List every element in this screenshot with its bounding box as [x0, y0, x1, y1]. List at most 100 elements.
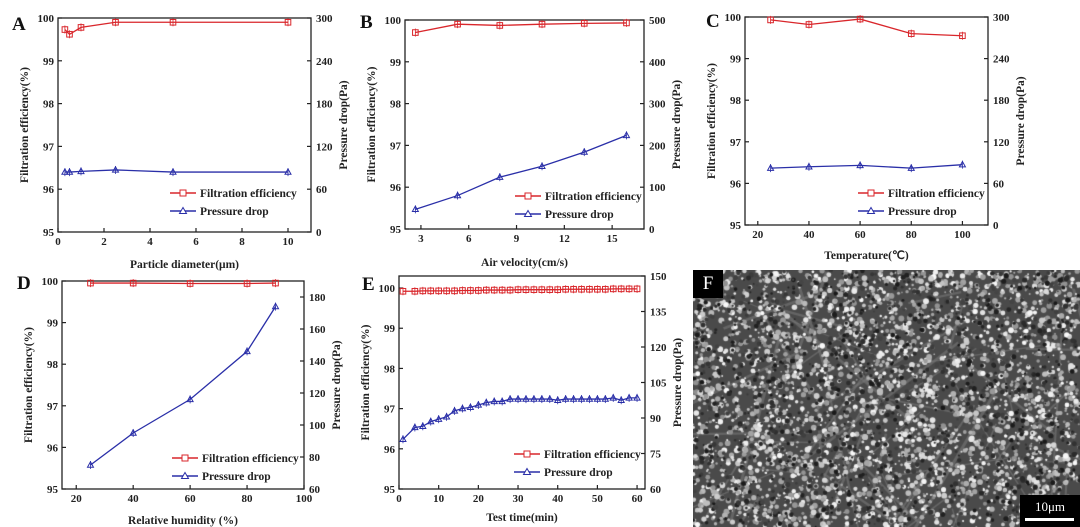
y2-tick-label: 300: [316, 13, 333, 25]
y-tick-label: 98: [384, 363, 396, 375]
legend-efficiency-label: Filtration efficiency: [545, 191, 642, 203]
y2-tick-label: 100: [649, 182, 666, 194]
y2-tick-label: 180: [993, 95, 1010, 107]
x-tick-label: 40: [128, 493, 140, 505]
legend-pressure-marker: [522, 467, 532, 475]
x-tick-label: 20: [473, 493, 485, 505]
sem-image-panel-f: F 10μm: [693, 270, 1080, 527]
y-tick-label: 96: [730, 178, 742, 190]
y2-tick-label: 0: [316, 227, 322, 239]
scale-bar-line: [1025, 518, 1074, 521]
y-tick-label: 97: [390, 140, 402, 152]
y2-tick-label: 500: [649, 15, 666, 27]
efficiency-line: [770, 18, 963, 37]
y2-tick-label: 60: [316, 184, 328, 196]
chart-panel-e: E 0 10 20 30 40 50 60 95 96 97 98 99 100 60 75 90 105 120 1…: [360, 271, 684, 524]
y-tick-label: 99: [47, 318, 59, 330]
sem-micrograph: [693, 270, 1080, 527]
legend-pressure-label: Pressure drop: [545, 209, 614, 221]
legend-efficiency-marker: [867, 189, 875, 197]
legend-efficiency-label: Filtration efficiency: [200, 188, 297, 200]
y-tick-label: 97: [43, 141, 55, 153]
x-tick-label: 3: [418, 233, 424, 245]
y2-tick-label: 100: [309, 420, 326, 432]
x-tick-label: 20: [71, 493, 83, 505]
plot-frame: [404, 19, 645, 230]
y-tick-label: 95: [730, 220, 742, 232]
y2-tick-label: 180: [316, 99, 333, 111]
y-tick-label: 95: [43, 227, 55, 239]
x-tick-label: 12: [559, 233, 571, 245]
y-tick-label: 95: [384, 484, 396, 496]
x-tick-label: 100: [296, 493, 313, 505]
y-tick-label: 97: [730, 137, 742, 149]
x-tick-label: 10: [283, 236, 295, 248]
y2-tick-label: 120: [316, 141, 333, 153]
legend-efficiency-marker: [523, 450, 531, 458]
x-tick-label: 4: [147, 236, 153, 248]
y-tick-label: 100: [385, 15, 402, 27]
y-tick-label: 96: [390, 182, 402, 194]
y2-axis-title: Pressure drop(Pa): [671, 80, 683, 169]
x-tick-label: 60: [185, 493, 197, 505]
x-axis-title: Particle diameter(μm): [130, 259, 239, 271]
pressure-line: [90, 306, 277, 466]
legend-pressure-marker: [523, 209, 533, 217]
y2-tick-label: 60: [650, 484, 662, 496]
y-tick-label: 99: [390, 57, 402, 69]
y-tick-label: 100: [379, 283, 396, 295]
y-tick-label: 98: [43, 99, 55, 111]
efficiency-line: [415, 22, 627, 34]
legend: Filtration efficiency Pressure drop: [172, 453, 299, 483]
x-axis-title: Temperature(℃): [824, 249, 909, 262]
pressure-line: [64, 169, 288, 173]
legend-pressure-marker: [178, 206, 188, 214]
legend-pressure-label: Pressure drop: [202, 471, 271, 483]
y2-tick-label: 120: [309, 388, 326, 400]
y2-tick-label: 120: [650, 342, 667, 354]
y2-tick-label: 135: [650, 307, 667, 319]
x-tick-label: 60: [632, 493, 644, 505]
y-tick-label: 95: [390, 224, 402, 236]
y-axis-title: Filtration efficiency(%): [360, 324, 372, 440]
pressure-line: [770, 164, 963, 169]
x-tick-label: 6: [193, 236, 199, 248]
legend: Filtration efficiency Pressure drop: [858, 188, 985, 218]
x-tick-label: 40: [552, 493, 564, 505]
y2-tick-label: 240: [316, 56, 333, 68]
y2-tick-label: 0: [993, 220, 999, 232]
x-tick-label: 0: [55, 236, 61, 248]
y-tick-label: 96: [43, 184, 55, 196]
y-tick-label: 97: [384, 404, 396, 416]
x-tick-label: 80: [242, 493, 254, 505]
legend: Filtration efficiency Pressure drop: [515, 191, 642, 221]
panel-letter: A: [12, 14, 26, 35]
y-axis-title: Filtration efficiency(%): [706, 63, 718, 179]
legend-pressure-label: Pressure drop: [200, 206, 269, 218]
y2-axis-title: Pressure drop(Pa): [672, 338, 684, 427]
legend: Filtration efficiency Pressure drop: [514, 449, 641, 479]
legend-pressure-marker: [866, 206, 876, 214]
y-tick-label: 100: [42, 276, 59, 288]
y2-tick-label: 160: [309, 324, 326, 336]
legend-pressure-label: Pressure drop: [888, 206, 957, 218]
plot-frame: [61, 280, 305, 490]
y-tick-label: 100: [725, 12, 742, 24]
panel-letter: D: [17, 273, 31, 294]
y2-tick-label: 400: [649, 57, 666, 69]
legend-efficiency-label: Filtration efficiency: [544, 449, 641, 461]
legend-efficiency-marker: [181, 454, 189, 462]
x-tick-label: 0: [396, 493, 402, 505]
legend-pressure-label: Pressure drop: [544, 467, 613, 479]
y2-tick-label: 60: [309, 484, 321, 496]
y2-tick-label: 60: [993, 178, 1005, 190]
x-tick-label: 40: [803, 229, 815, 241]
x-tick-label: 2: [101, 236, 107, 248]
y-tick-label: 98: [47, 359, 59, 371]
y-tick-label: 99: [43, 56, 55, 68]
x-tick-label: 80: [906, 229, 918, 241]
x-axis-title: Relative humidity (%): [128, 515, 238, 527]
y2-tick-label: 0: [649, 224, 655, 236]
x-tick-label: 60: [855, 229, 867, 241]
